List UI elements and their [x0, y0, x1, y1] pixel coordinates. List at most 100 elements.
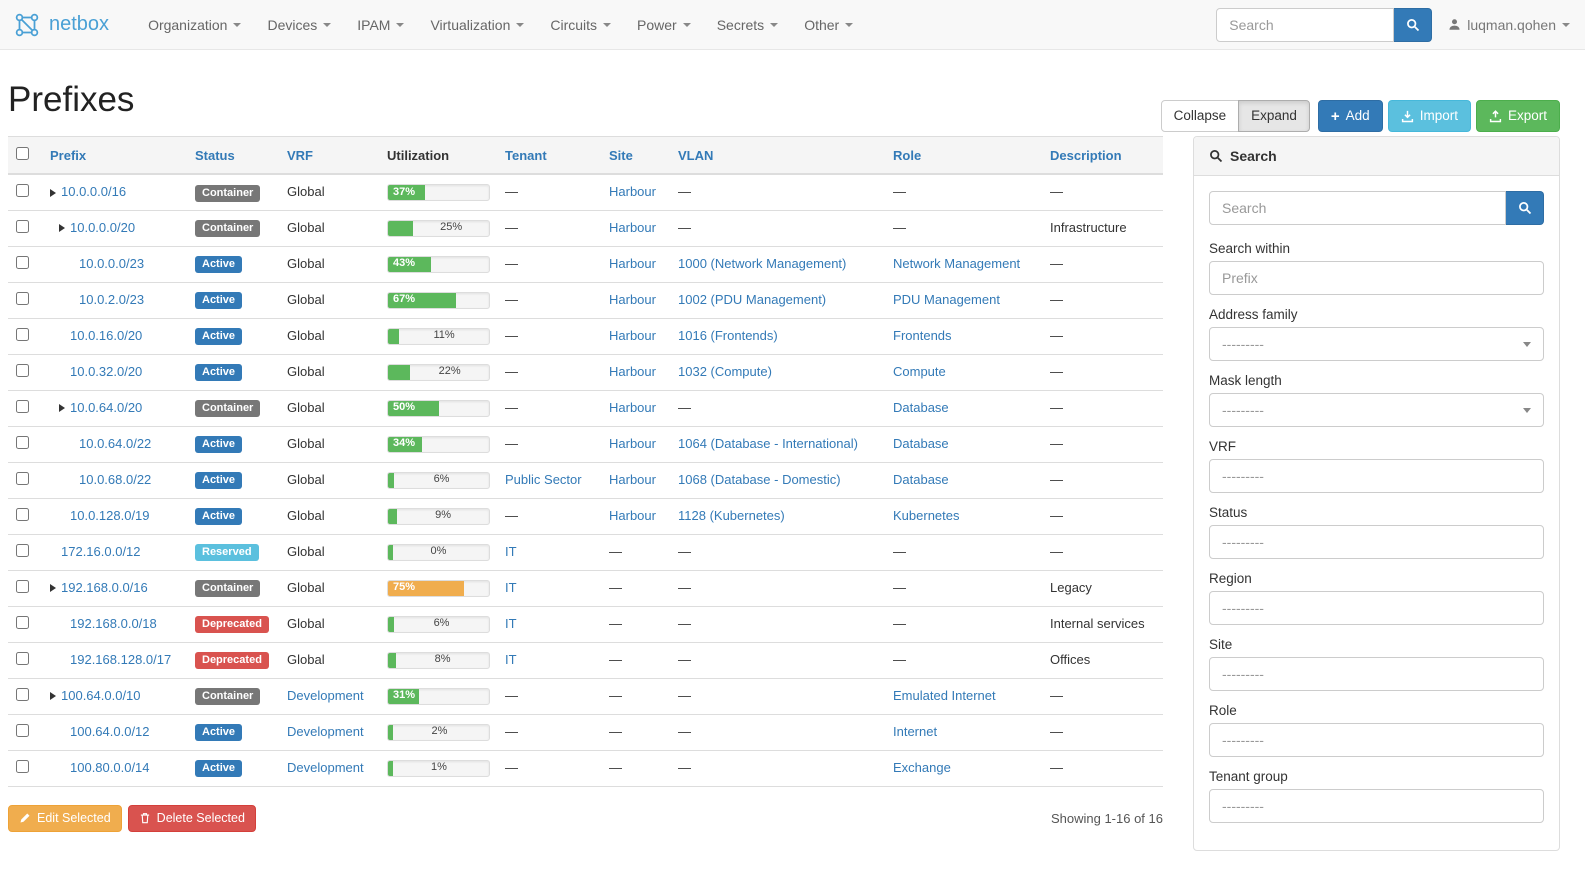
filter-select-site[interactable]: --------- — [1209, 657, 1544, 692]
tenant-link[interactable]: IT — [505, 580, 517, 596]
navbar-search-button[interactable] — [1394, 7, 1433, 42]
select-all-checkbox[interactable] — [16, 147, 29, 161]
prefix-link[interactable]: 10.0.64.0/20 — [70, 399, 143, 415]
nav-item-other[interactable]: Other — [791, 0, 866, 50]
prefix-link[interactable]: 100.80.0.0/14 — [70, 760, 150, 776]
row-checkbox[interactable] — [16, 687, 29, 701]
vrf-link[interactable]: Development — [287, 688, 364, 704]
prefix-link[interactable]: 100.64.0.0/10 — [61, 687, 141, 703]
role-link[interactable]: Kubernetes — [893, 508, 960, 524]
prefix-link[interactable]: 172.16.0.0/12 — [61, 544, 141, 560]
filter-select-mask-length[interactable]: --------- — [1209, 393, 1544, 428]
site-link[interactable]: Harbour — [609, 328, 656, 344]
site-link[interactable]: Harbour — [609, 364, 656, 380]
import-button[interactable]: Import — [1387, 100, 1471, 132]
vlan-link[interactable]: 1068 (Database - Domestic) — [678, 472, 841, 488]
prefix-link[interactable]: 100.64.0.0/12 — [70, 724, 150, 740]
prefix-link[interactable]: 10.0.0.0/20 — [70, 219, 136, 235]
column-header-role[interactable]: Role — [885, 136, 1042, 176]
row-checkbox[interactable] — [16, 327, 29, 341]
prefix-link[interactable]: 10.0.64.0/22 — [79, 436, 152, 452]
prefix-link[interactable]: 10.0.16.0/20 — [70, 328, 143, 344]
prefix-link[interactable]: 10.0.2.0/23 — [79, 292, 145, 308]
expand-toggle-icon[interactable] — [50, 188, 56, 197]
vlan-link[interactable]: 1016 (Frontends) — [678, 328, 778, 344]
tenant-link[interactable]: Public Sector — [505, 472, 582, 488]
prefix-link[interactable]: 10.0.128.0/19 — [70, 508, 150, 524]
role-link[interactable]: Exchange — [893, 760, 951, 776]
filter-select-region[interactable]: --------- — [1209, 591, 1544, 626]
row-checkbox[interactable] — [16, 291, 29, 305]
role-link[interactable]: Emulated Internet — [893, 688, 996, 704]
role-link[interactable]: Database — [893, 400, 949, 416]
prefix-link[interactable]: 192.168.128.0/17 — [70, 652, 172, 668]
filter-search-button[interactable] — [1506, 191, 1544, 226]
vlan-link[interactable]: 1064 (Database - International) — [678, 436, 858, 452]
brand[interactable]: netbox — [12, 10, 109, 40]
vlan-link[interactable]: 1032 (Compute) — [678, 364, 772, 380]
site-link[interactable]: Harbour — [609, 472, 656, 488]
row-checkbox[interactable] — [16, 723, 29, 737]
tenant-link[interactable]: IT — [505, 544, 517, 560]
site-link[interactable]: Harbour — [609, 292, 656, 308]
prefix-link[interactable]: 192.168.0.0/16 — [61, 579, 148, 595]
column-header-site[interactable]: Site — [601, 136, 670, 176]
export-button[interactable]: Export — [1475, 100, 1560, 132]
column-header-status[interactable]: Status — [187, 136, 279, 176]
nav-item-virtualization[interactable]: Virtualization — [417, 0, 537, 50]
filter-select-address-family[interactable]: --------- — [1209, 327, 1544, 362]
vlan-link[interactable]: 1128 (Kubernetes) — [678, 508, 785, 524]
row-checkbox[interactable] — [16, 435, 29, 449]
filter-search-input[interactable] — [1209, 191, 1506, 226]
filter-select-status[interactable]: --------- — [1209, 525, 1544, 560]
filter-input-search-within[interactable] — [1209, 261, 1544, 296]
role-link[interactable]: Network Management — [893, 256, 1021, 272]
prefix-link[interactable]: 10.0.0.0/23 — [79, 256, 145, 272]
nav-item-power[interactable]: Power — [624, 0, 704, 50]
user-menu[interactable]: luqman.qohen — [1448, 17, 1570, 33]
prefix-link[interactable]: 10.0.32.0/20 — [70, 364, 143, 380]
site-link[interactable]: Harbour — [609, 256, 656, 272]
nav-item-organization[interactable]: Organization — [135, 0, 254, 50]
column-header-tenant[interactable]: Tenant — [497, 136, 601, 176]
vrf-link[interactable]: Development — [287, 724, 364, 740]
site-link[interactable]: Harbour — [609, 220, 656, 236]
prefix-link[interactable]: 192.168.0.0/18 — [70, 616, 157, 632]
delete-selected-button[interactable]: Delete Selected — [127, 804, 256, 832]
tenant-link[interactable]: IT — [505, 652, 517, 668]
column-header-vrf[interactable]: VRF — [279, 136, 379, 176]
row-checkbox[interactable] — [16, 579, 29, 593]
tenant-link[interactable]: IT — [505, 616, 517, 632]
role-link[interactable]: Internet — [893, 724, 938, 740]
row-checkbox[interactable] — [16, 507, 29, 521]
vrf-link[interactable]: Development — [287, 760, 364, 776]
prefix-link[interactable]: 10.0.68.0/22 — [79, 472, 152, 488]
column-header-prefix[interactable]: Prefix — [42, 136, 187, 176]
role-link[interactable]: Database — [893, 436, 949, 452]
nav-item-circuits[interactable]: Circuits — [537, 0, 624, 50]
role-link[interactable]: PDU Management — [893, 292, 1000, 308]
expand-toggle-icon[interactable] — [59, 404, 65, 413]
nav-item-secrets[interactable]: Secrets — [704, 0, 791, 50]
vlan-link[interactable]: 1000 (Network Management) — [678, 256, 847, 272]
row-checkbox[interactable] — [16, 543, 29, 557]
row-checkbox[interactable] — [16, 183, 29, 197]
nav-item-devices[interactable]: Devices — [254, 0, 344, 50]
filter-select-tenant-group[interactable]: --------- — [1209, 789, 1544, 824]
collapse-button[interactable]: Collapse — [1160, 100, 1240, 132]
prefix-link[interactable]: 10.0.0.0/16 — [61, 184, 127, 200]
row-checkbox[interactable] — [16, 471, 29, 485]
column-header-description[interactable]: Description — [1042, 136, 1163, 176]
site-link[interactable]: Harbour — [609, 436, 656, 452]
site-link[interactable]: Harbour — [609, 508, 656, 524]
filter-select-vrf[interactable]: --------- — [1209, 459, 1544, 494]
column-header-vlan[interactable]: VLAN — [670, 136, 885, 176]
row-checkbox[interactable] — [16, 651, 29, 665]
filter-select-role[interactable]: --------- — [1209, 723, 1544, 758]
role-link[interactable]: Compute — [893, 364, 946, 380]
nav-item-ipam[interactable]: IPAM — [344, 0, 417, 50]
row-checkbox[interactable] — [16, 255, 29, 269]
site-link[interactable]: Harbour — [609, 400, 656, 416]
row-checkbox[interactable] — [16, 759, 29, 773]
navbar-search-input[interactable] — [1216, 7, 1395, 42]
